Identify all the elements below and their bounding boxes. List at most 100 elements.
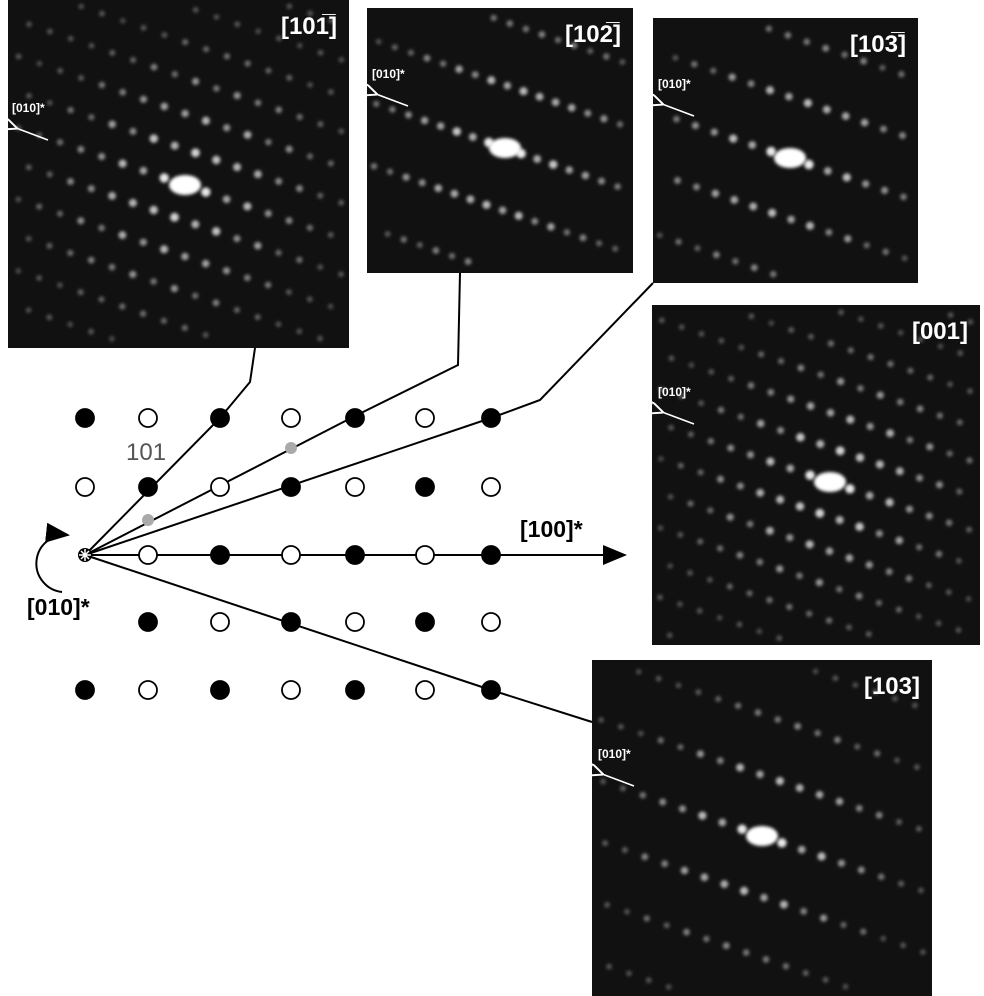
diffraction-spot — [57, 282, 63, 288]
diffraction-spot — [770, 271, 777, 278]
diffraction-spot — [936, 620, 942, 626]
diffraction-spot — [880, 936, 886, 942]
diffraction-spot — [57, 211, 63, 217]
axis-label: [010]* — [372, 67, 405, 81]
filled-point — [416, 613, 434, 631]
diffraction-spot — [796, 572, 803, 579]
diffraction-spot — [796, 784, 804, 792]
diffraction-spot — [317, 193, 323, 199]
diffraction-spot — [223, 267, 230, 274]
diffraction-spot — [717, 757, 724, 764]
diffraction-spot — [946, 520, 952, 526]
filled-point — [211, 409, 229, 427]
open-point — [139, 681, 157, 699]
diffraction-spot — [712, 190, 720, 198]
diffraction-spot — [297, 43, 302, 48]
diffraction-spot — [785, 32, 792, 39]
diffraction-spot — [421, 117, 429, 125]
diffraction-spot — [307, 296, 313, 302]
diffraction-spot — [906, 575, 913, 582]
diffraction-spot — [67, 107, 73, 113]
diffraction-spot — [234, 307, 240, 313]
diffraction-spot — [803, 970, 809, 976]
diffraction-spot — [729, 74, 736, 81]
diffraction-spot — [806, 222, 814, 230]
diffraction-spot — [698, 469, 704, 475]
diffraction-spot — [857, 385, 864, 392]
diffraction-spot — [736, 552, 743, 559]
diffraction-spot — [749, 313, 755, 319]
connector — [85, 348, 255, 555]
diffraction-spot — [776, 565, 783, 572]
diffraction-spot — [916, 544, 922, 550]
diffraction-spot — [720, 880, 728, 888]
diffraction-spot — [885, 498, 893, 506]
diffraction-spot — [602, 840, 608, 846]
diffraction-spot — [899, 132, 906, 139]
diffraction-spot — [108, 121, 116, 129]
diffraction-spot — [191, 148, 200, 157]
diffraction-spot — [392, 44, 398, 50]
diffraction-spot — [26, 164, 32, 170]
diffraction-panel: [101̅][010]* — [8, 0, 349, 348]
diffraction-spot — [182, 39, 188, 45]
diffraction-spot — [804, 39, 811, 46]
diffraction-spot — [778, 358, 784, 364]
diffraction-spot — [371, 163, 378, 170]
diffraction-spot — [968, 319, 974, 325]
diffraction-spot — [824, 167, 832, 175]
diffraction-spot — [687, 570, 693, 576]
diffraction-spot — [806, 540, 814, 548]
diffraction-spot — [717, 545, 723, 551]
diffraction-spot — [255, 100, 262, 107]
diffraction-spot — [957, 350, 963, 356]
diffraction-spot — [318, 121, 324, 127]
diffraction-spot — [748, 80, 755, 87]
diffraction-spot — [275, 178, 282, 185]
diffraction-spot — [598, 178, 605, 185]
panel-background — [8, 0, 349, 348]
diffraction-spot — [408, 50, 414, 56]
diffraction-spot — [449, 253, 455, 259]
diffraction-spot — [805, 470, 814, 479]
diffraction-spot — [699, 331, 705, 337]
diffraction-spot — [47, 29, 53, 35]
diffraction-spot — [598, 717, 604, 723]
diffraction-spot — [837, 378, 844, 385]
gray-point — [142, 514, 154, 526]
diffraction-spot — [836, 798, 844, 806]
diffraction-spot — [698, 400, 704, 406]
filled-point — [139, 613, 157, 631]
diffraction-spot — [881, 187, 888, 194]
diffraction-spot — [192, 293, 198, 299]
diffraction-spot — [894, 757, 900, 763]
diffraction-spot — [862, 180, 869, 187]
diffraction-spot — [718, 819, 726, 827]
diffraction-spot — [878, 323, 884, 329]
diffraction-spot — [129, 199, 137, 207]
filled-point — [346, 546, 364, 564]
figure: 101 [100]* [010]* [101̅][010]*[102̅][010… — [0, 0, 984, 996]
axis-label: [010]* — [658, 77, 691, 91]
diffraction-spot — [202, 117, 210, 125]
diffraction-spot — [882, 249, 888, 255]
diffraction-spot — [691, 61, 697, 67]
diffraction-spot — [339, 57, 345, 63]
diffraction-spot — [861, 119, 869, 127]
diffraction-spot — [747, 521, 754, 528]
diffraction-spot — [897, 399, 904, 406]
diffraction-spot — [937, 412, 943, 418]
diffraction-spot — [747, 451, 754, 458]
diffraction-spot — [717, 476, 724, 483]
diffraction-spot — [844, 235, 851, 242]
diffraction-spot — [201, 187, 210, 196]
diffraction-spot — [88, 257, 95, 264]
diffraction-spot — [265, 139, 272, 146]
diffraction-spot — [466, 195, 474, 203]
diffraction-spot — [673, 116, 680, 123]
diffraction-spot — [338, 271, 344, 277]
diffraction-panel: [001][010]* — [652, 305, 980, 645]
diffraction-spot — [434, 184, 442, 192]
central-beam — [169, 175, 201, 195]
diffraction-spot — [255, 29, 260, 34]
